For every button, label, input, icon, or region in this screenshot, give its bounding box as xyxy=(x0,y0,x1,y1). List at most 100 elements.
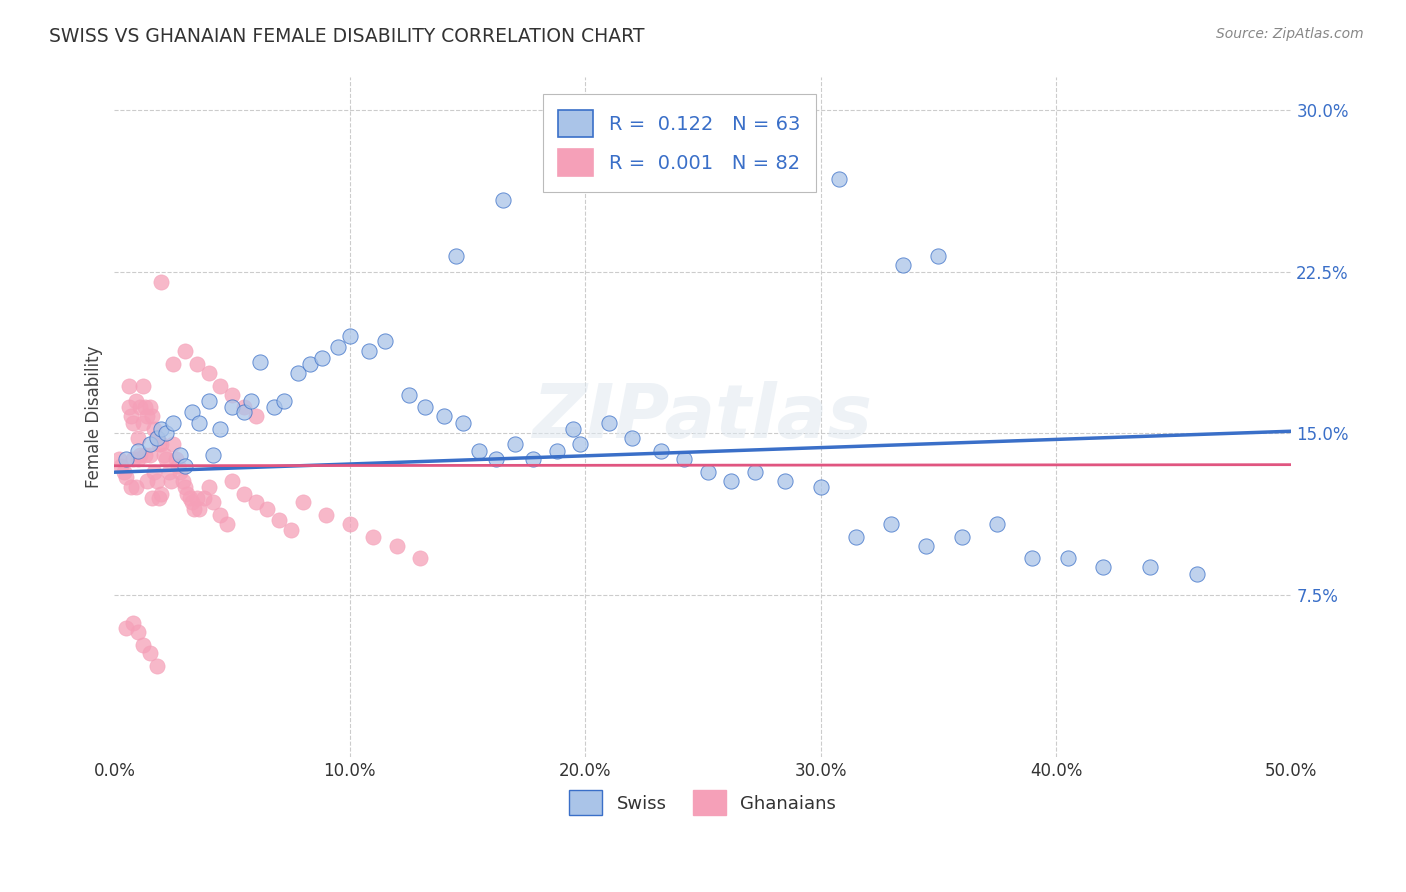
Point xyxy=(146,431,169,445)
Point xyxy=(621,431,644,445)
Point xyxy=(146,474,169,488)
Point xyxy=(181,495,204,509)
Point xyxy=(444,250,467,264)
Point xyxy=(160,474,183,488)
Point xyxy=(221,387,243,401)
Point xyxy=(141,491,163,505)
Point xyxy=(155,452,177,467)
Point xyxy=(112,465,135,479)
Point xyxy=(129,448,152,462)
Point xyxy=(188,501,211,516)
Point xyxy=(385,539,408,553)
Point xyxy=(950,530,973,544)
Point xyxy=(650,443,672,458)
Point xyxy=(138,401,160,415)
Point xyxy=(786,163,808,178)
Point xyxy=(696,465,718,479)
Point xyxy=(131,638,153,652)
Point xyxy=(720,474,742,488)
Point xyxy=(179,491,201,505)
Point xyxy=(485,452,508,467)
Point xyxy=(202,495,225,509)
Legend: Swiss, Ghanaians: Swiss, Ghanaians xyxy=(562,782,844,822)
Point xyxy=(232,401,254,415)
Y-axis label: Female Disability: Female Disability xyxy=(86,346,103,489)
Point xyxy=(122,616,145,631)
Point xyxy=(245,495,267,509)
Point xyxy=(1185,566,1208,581)
Point xyxy=(197,394,219,409)
Point xyxy=(775,474,797,488)
Point xyxy=(172,474,194,488)
Point xyxy=(280,524,302,538)
Point xyxy=(311,351,333,365)
Point xyxy=(127,452,149,467)
Point xyxy=(598,416,620,430)
Point xyxy=(169,465,191,479)
Point xyxy=(197,366,219,380)
Point xyxy=(339,329,361,343)
Point xyxy=(127,431,149,445)
Point xyxy=(927,250,949,264)
Point xyxy=(155,426,177,441)
Point xyxy=(150,437,173,451)
Point xyxy=(891,258,914,272)
Point xyxy=(183,501,205,516)
Point xyxy=(153,448,176,462)
Point xyxy=(117,379,139,393)
Point xyxy=(127,624,149,639)
Point xyxy=(146,431,169,445)
Point xyxy=(162,437,184,451)
Point xyxy=(134,448,156,462)
Point xyxy=(398,387,420,401)
Point xyxy=(221,401,243,415)
Point xyxy=(138,647,160,661)
Point xyxy=(146,659,169,673)
Point xyxy=(150,276,173,290)
Point xyxy=(162,416,184,430)
Point xyxy=(174,480,197,494)
Point xyxy=(141,409,163,424)
Point xyxy=(209,508,232,523)
Point xyxy=(986,516,1008,531)
Point xyxy=(1092,560,1115,574)
Point xyxy=(828,171,851,186)
Point xyxy=(256,501,278,516)
Point xyxy=(1139,560,1161,574)
Point xyxy=(1056,551,1078,566)
Point xyxy=(110,458,132,473)
Point xyxy=(138,448,160,462)
Point xyxy=(291,495,314,509)
Point xyxy=(492,194,515,208)
Point xyxy=(169,448,191,462)
Point xyxy=(197,480,219,494)
Point xyxy=(143,422,166,436)
Point xyxy=(115,469,138,483)
Point xyxy=(810,480,832,494)
Point xyxy=(120,480,142,494)
Point xyxy=(409,551,432,566)
Point xyxy=(269,513,291,527)
Point xyxy=(136,409,159,424)
Point xyxy=(202,448,225,462)
Point xyxy=(120,409,142,424)
Point xyxy=(1021,551,1043,566)
Point xyxy=(117,401,139,415)
Point xyxy=(217,516,239,531)
Point xyxy=(468,443,491,458)
Point xyxy=(122,416,145,430)
Point xyxy=(413,401,436,415)
Point xyxy=(363,530,385,544)
Point xyxy=(157,465,180,479)
Point xyxy=(127,443,149,458)
Point xyxy=(263,401,285,415)
Point xyxy=(433,409,456,424)
Point xyxy=(122,452,145,467)
Point xyxy=(174,458,197,473)
Point xyxy=(148,491,170,505)
Point xyxy=(150,487,173,501)
Point xyxy=(880,516,903,531)
Point xyxy=(136,474,159,488)
Point xyxy=(339,516,361,531)
Point xyxy=(176,487,198,501)
